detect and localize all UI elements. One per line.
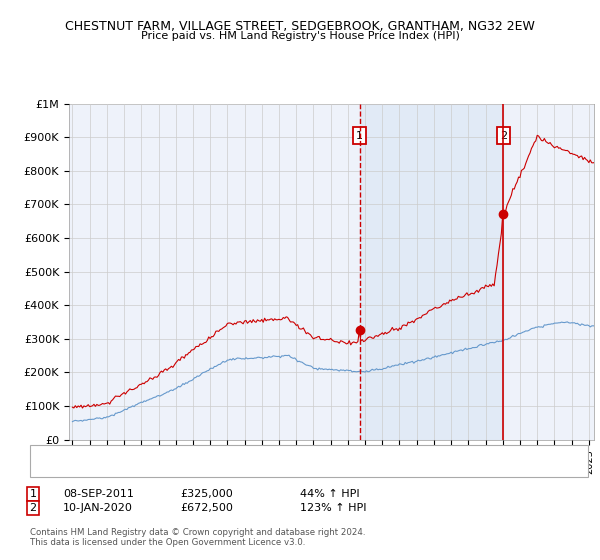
Text: ——: —— xyxy=(42,464,67,477)
Text: 123% ↑ HPI: 123% ↑ HPI xyxy=(300,503,367,513)
Text: 10-JAN-2020: 10-JAN-2020 xyxy=(63,503,133,513)
Text: 1: 1 xyxy=(356,130,363,141)
Text: 1: 1 xyxy=(29,489,37,499)
Text: CHESTNUT FARM, VILLAGE STREET, SEDGEBROOK, GRANTHAM, NG32 2EW: CHESTNUT FARM, VILLAGE STREET, SEDGEBROO… xyxy=(65,20,535,32)
Text: Contains HM Land Registry data © Crown copyright and database right 2024.
This d: Contains HM Land Registry data © Crown c… xyxy=(30,528,365,547)
Text: 44% ↑ HPI: 44% ↑ HPI xyxy=(300,489,359,499)
Text: Price paid vs. HM Land Registry's House Price Index (HPI): Price paid vs. HM Land Registry's House … xyxy=(140,31,460,41)
Text: £325,000: £325,000 xyxy=(180,489,233,499)
Text: 2: 2 xyxy=(29,503,37,513)
Text: 2: 2 xyxy=(500,130,507,141)
Text: HPI: Average price, detached house, South Kesteven: HPI: Average price, detached house, Sout… xyxy=(69,465,319,474)
Text: CHESTNUT FARM, VILLAGE STREET, SEDGEBROOK, GRANTHAM, NG32 2EW (detached ho: CHESTNUT FARM, VILLAGE STREET, SEDGEBROO… xyxy=(69,449,488,458)
Bar xyxy=(360,104,503,440)
Text: ——: —— xyxy=(42,447,67,460)
Text: £672,500: £672,500 xyxy=(180,503,233,513)
Text: 08-SEP-2011: 08-SEP-2011 xyxy=(63,489,134,499)
